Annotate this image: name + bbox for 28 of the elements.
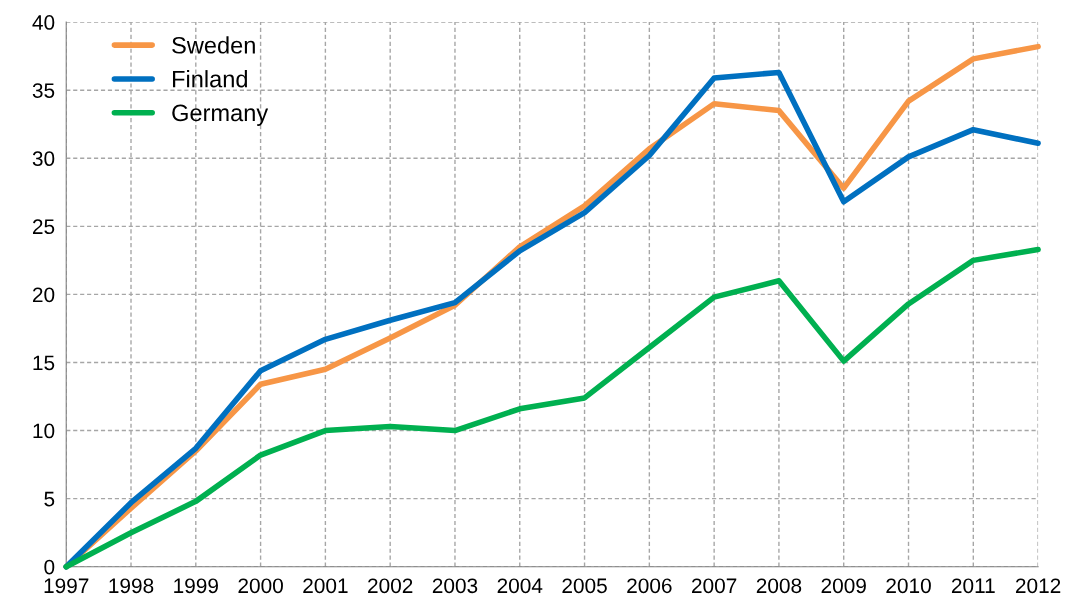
- x-tick-label: 2002: [368, 578, 413, 594]
- y-tick-label: 10: [33, 423, 55, 439]
- x-tick-label: 2005: [562, 578, 607, 594]
- y-tick-label: 15: [33, 355, 55, 371]
- x-tick-label: 2008: [756, 578, 802, 594]
- legend-label: Finland: [173, 70, 247, 88]
- x-tick-label: 2007: [692, 578, 737, 594]
- y-tick-label: 25: [32, 219, 55, 235]
- x-tick-label: 1998: [109, 578, 154, 594]
- y-tick-label: 0: [44, 559, 55, 575]
- x-tick-label: 2004: [497, 578, 543, 594]
- x-tick-label: 1997: [44, 578, 89, 594]
- x-tick-label: 1999: [174, 578, 218, 594]
- y-tick-label: 35: [32, 83, 55, 98]
- x-tick-label: 2009: [821, 578, 866, 594]
- y-tick-label: 20: [32, 287, 55, 303]
- y-tick-label: 5: [44, 491, 55, 507]
- x-tick-label: 2000: [238, 578, 283, 594]
- x-tick-label: 2010: [886, 578, 931, 594]
- x-tick-label: 2012: [1015, 578, 1061, 594]
- x-tick-label: 2011: [951, 578, 995, 594]
- y-tick-label: 30: [32, 151, 55, 167]
- x-tick-label: 2006: [627, 578, 672, 594]
- x-tick-label: 2001: [303, 578, 348, 594]
- legend-label: Sweden: [172, 36, 255, 54]
- y-tick-label: 40: [32, 15, 55, 30]
- legend-label: Germany: [172, 104, 269, 126]
- x-tick-label: 2003: [432, 578, 478, 594]
